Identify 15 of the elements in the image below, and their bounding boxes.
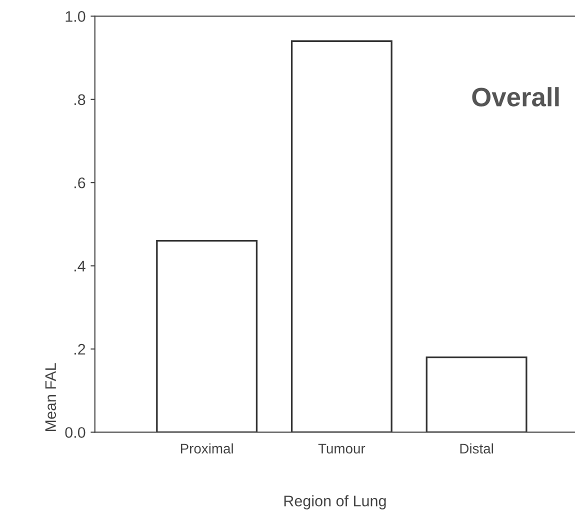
y-tick-label: 0.0: [65, 427, 86, 438]
bar: [290, 40, 392, 432]
x-tick-label: Tumour: [318, 444, 366, 454]
y-tick-label: .8: [74, 94, 86, 106]
text: Overall: [472, 87, 559, 106]
x-tick-label: Proximal: [180, 443, 233, 454]
bar: [426, 356, 528, 432]
y-tick-label: 1.0: [66, 11, 86, 22]
y-axis-title: Mean FAL: [45, 363, 56, 431]
bar: [156, 240, 258, 432]
y-tick-label: .4: [74, 260, 86, 272]
x-tick-label: Distal: [460, 443, 493, 454]
x-axis-title: Region of Lung: [284, 495, 386, 510]
y-tick-label: .2: [74, 344, 86, 355]
y-tick-label: .6: [74, 177, 86, 188]
